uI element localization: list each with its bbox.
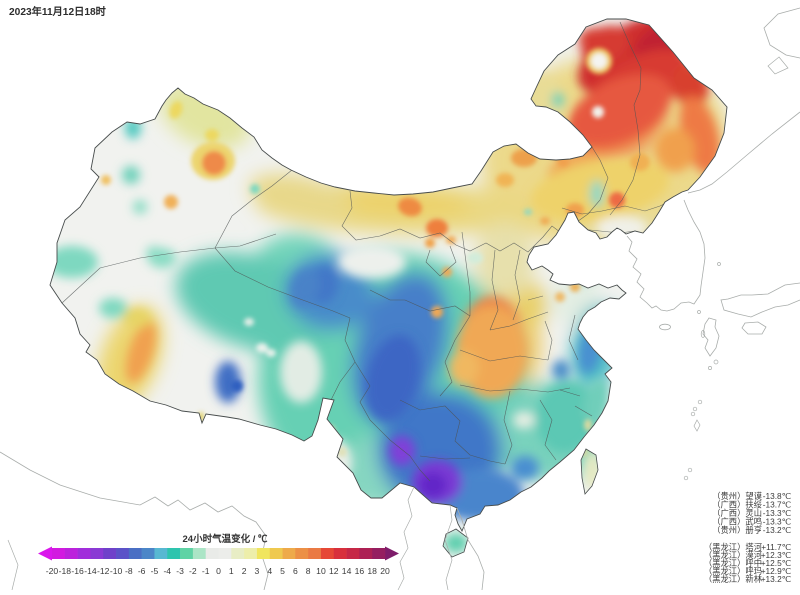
svg-text:（贵州）册亨: （贵州）册亨 (712, 525, 762, 535)
svg-text:-14: -14 (84, 566, 97, 576)
svg-text:-13.3℃: -13.3℃ (763, 508, 791, 518)
svg-text:16: 16 (355, 566, 365, 576)
svg-text:-20: -20 (46, 566, 59, 576)
svg-text:3: 3 (255, 566, 260, 576)
svg-text:14: 14 (342, 566, 352, 576)
svg-text:18: 18 (367, 566, 377, 576)
svg-text:1: 1 (229, 566, 234, 576)
svg-text:（黑龙江）塔河: （黑龙江）塔河 (704, 542, 762, 552)
svg-text:（广西）灵山: （广西）灵山 (712, 508, 762, 518)
svg-text:（黑龙江）呼玛: （黑龙江）呼玛 (704, 566, 762, 576)
svg-text:-4: -4 (163, 566, 171, 576)
svg-text:（广西）武鸣: （广西）武鸣 (712, 517, 762, 527)
svg-text:（黑龙江）呼中: （黑龙江）呼中 (704, 558, 762, 568)
svg-text:-2: -2 (189, 566, 197, 576)
svg-text:6: 6 (293, 566, 298, 576)
svg-text:2023年11月12日18时: 2023年11月12日18时 (9, 5, 107, 18)
svg-text:-6: -6 (138, 566, 146, 576)
svg-text:-13.7℃: -13.7℃ (763, 500, 791, 510)
svg-text:-16: -16 (71, 566, 84, 576)
svg-text:4: 4 (267, 566, 272, 576)
svg-text:（黑龙江）新林: （黑龙江）新林 (704, 574, 763, 584)
svg-text:5: 5 (280, 566, 285, 576)
svg-text:2: 2 (242, 566, 247, 576)
svg-text:0: 0 (216, 566, 221, 576)
svg-text:-10: -10 (110, 566, 123, 576)
svg-text:10: 10 (316, 566, 326, 576)
svg-text:-18: -18 (59, 566, 72, 576)
svg-text:24小时气温变化 / ℃: 24小时气温变化 / ℃ (183, 533, 268, 545)
svg-text:-13.8℃: -13.8℃ (763, 491, 791, 501)
svg-text:（贵州）望谟: （贵州）望谟 (712, 491, 762, 501)
svg-text:+12.3℃: +12.3℃ (761, 550, 791, 560)
svg-text:（广西）扶绥: （广西）扶绥 (712, 500, 762, 510)
svg-text:-5: -5 (151, 566, 159, 576)
svg-text:20: 20 (380, 566, 390, 576)
svg-text:（黑龙江）漠河: （黑龙江）漠河 (704, 550, 762, 560)
svg-text:-12: -12 (97, 566, 110, 576)
svg-text:-13.3℃: -13.3℃ (763, 517, 791, 527)
svg-text:-3: -3 (176, 566, 184, 576)
svg-text:+13.2℃: +13.2℃ (761, 574, 791, 584)
svg-text:-1: -1 (202, 566, 210, 576)
svg-text:+11.7℃: +11.7℃ (761, 542, 791, 552)
svg-text:12: 12 (329, 566, 339, 576)
svg-text:8: 8 (306, 566, 311, 576)
svg-text:+12.5℃: +12.5℃ (761, 558, 791, 568)
svg-text:-13.2℃: -13.2℃ (763, 525, 791, 535)
svg-text:-8: -8 (125, 566, 133, 576)
svg-text:+12.9℃: +12.9℃ (761, 566, 791, 576)
